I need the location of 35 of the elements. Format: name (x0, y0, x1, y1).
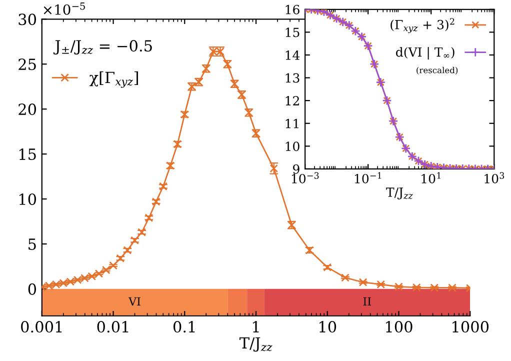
y-tick-label: 30 (18, 14, 36, 26)
y-tick-label: 0 (28, 283, 36, 295)
y-tick-label: 14 (286, 50, 300, 60)
y-tick-label: 11 (286, 118, 298, 128)
x-tick-label: 1 (253, 321, 259, 332)
y-tick-label: 13 (286, 73, 300, 83)
y-tick-label: 20 (18, 104, 36, 116)
x-tick-label: 10$^{3}$ (484, 172, 504, 184)
y-tick-label: 10 (286, 142, 300, 152)
y-tick-label: 9 (293, 164, 300, 174)
x-tick-label: 0.1 (174, 321, 195, 333)
y-tick-label: 16 (286, 4, 300, 14)
y-tick-label: 5 (28, 238, 36, 250)
band-label: II (363, 297, 371, 306)
x-axis-title: T/J$_{zz}$ (386, 188, 413, 200)
x-tick-label: 10$^{−1}$ (354, 172, 382, 184)
annotation: J$_{±}$/J$_{zz}$ = −0.5 (53, 40, 152, 55)
y-tick-label: 12 (286, 96, 299, 106)
legend-label: d(VI | T$_{∞}$) (396, 47, 454, 60)
legend-label: (Γ$_{xyz}$ + 3)$^{2}$ (390, 18, 454, 34)
x-tick-label: 10$^{1}$ (422, 172, 440, 184)
x-tick-label: 100 (386, 321, 412, 333)
text: ×10$^{−5}$ (44, 2, 85, 15)
band-label: VI (128, 297, 140, 306)
x-tick-label: 10 (320, 321, 336, 333)
y-tick-label: 15 (286, 28, 300, 38)
annotation: (rescaled) (416, 66, 458, 74)
y-tick-label: 25 (18, 58, 36, 70)
y-tick-label: 10 (19, 193, 36, 205)
x-tick-label: 1000 (452, 321, 489, 333)
y-tick-label: 15 (19, 148, 36, 160)
x-axis-title: T/J$_{zz}$ (240, 337, 272, 352)
legend-label: χ[Γ$_{xyz}$] (89, 71, 138, 88)
x-tick-label: 0.001 (21, 321, 62, 333)
x-tick-label: 0.01 (97, 321, 128, 333)
